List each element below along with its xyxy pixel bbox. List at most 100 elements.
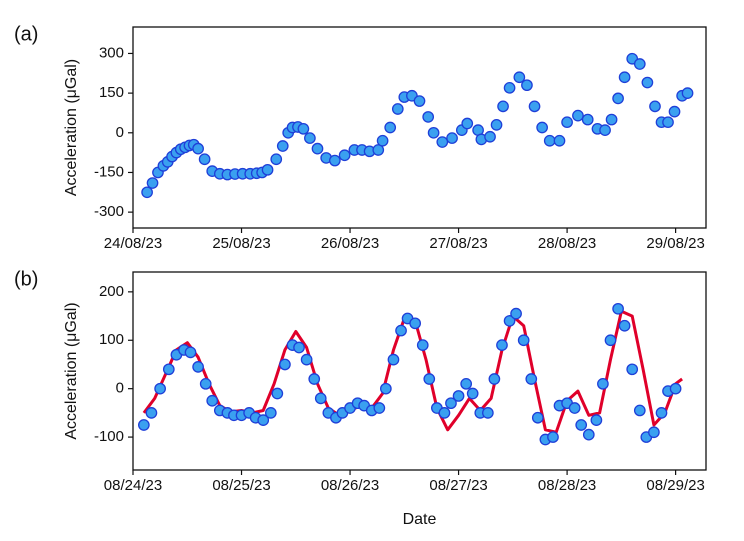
y-tick-label: 300 <box>99 44 124 61</box>
data-point <box>304 132 316 144</box>
data-point <box>568 402 581 414</box>
panel-label: (a) <box>14 23 38 45</box>
y-tick-label: 200 <box>99 283 124 300</box>
y-axis-title: Acceleration (μGal) <box>63 59 80 196</box>
data-point <box>649 100 661 113</box>
x-tick-label: 08/25/23 <box>212 477 270 494</box>
data-point <box>192 142 204 155</box>
data-point <box>497 100 509 113</box>
data-point <box>154 382 166 395</box>
data-point <box>293 341 305 354</box>
data-point <box>669 382 682 395</box>
data-point <box>270 153 283 166</box>
data-point <box>445 397 457 410</box>
data-point <box>438 407 451 419</box>
data-point <box>575 419 588 431</box>
data-point <box>655 407 668 419</box>
x-tick-label: 08/29/23 <box>646 477 704 494</box>
data-point <box>391 103 404 115</box>
data-point <box>276 140 289 152</box>
data-point <box>612 302 624 315</box>
data-point <box>641 76 654 89</box>
data-point <box>605 113 618 126</box>
data-point <box>192 361 204 373</box>
x-tick-label: 26/08/23 <box>321 235 379 252</box>
data-point <box>510 307 522 320</box>
data-point <box>503 315 516 327</box>
x-tick-label: 27/08/23 <box>429 235 487 252</box>
y-tick-label: 100 <box>99 331 124 348</box>
data-point <box>521 79 533 92</box>
data-point <box>503 81 516 94</box>
data-point <box>311 142 324 155</box>
plot-frame <box>132 271 707 471</box>
data-point <box>648 426 660 439</box>
data-point <box>528 100 541 113</box>
data-point <box>582 428 595 441</box>
data-point <box>484 130 496 143</box>
data-point <box>612 92 624 105</box>
data-point <box>387 353 400 366</box>
data-point <box>543 134 556 147</box>
data-point <box>618 319 631 332</box>
data-point <box>446 132 458 144</box>
x-tick-label: 25/08/23 <box>212 235 270 252</box>
data-point <box>146 177 159 189</box>
data-point <box>536 121 548 134</box>
data-point <box>513 71 526 84</box>
data-point <box>597 377 609 390</box>
data-point <box>561 116 573 129</box>
y-tick-label: -300 <box>94 203 124 220</box>
data-point <box>380 382 392 395</box>
data-point <box>338 149 351 162</box>
data-point <box>633 404 646 417</box>
data-point <box>416 339 429 351</box>
data-point <box>314 392 327 405</box>
data-point <box>461 117 474 130</box>
x-tick-label: 08/27/23 <box>429 477 487 494</box>
y-tick-label: -100 <box>94 428 124 445</box>
x-tick-label: 28/08/23 <box>538 235 596 252</box>
data-point <box>422 111 435 123</box>
data-point <box>329 154 341 167</box>
data-point <box>547 431 559 443</box>
x-tick-label: 29/08/23 <box>646 235 704 252</box>
data-point <box>427 126 440 139</box>
x-tick-label: 24/08/23 <box>104 235 162 252</box>
data-point <box>372 144 385 156</box>
data-point <box>525 373 538 385</box>
data-point <box>264 407 277 419</box>
data-point <box>409 317 422 330</box>
data-point <box>198 153 211 166</box>
data-point <box>376 134 389 147</box>
plot-frame <box>132 26 707 229</box>
data-point <box>261 163 274 176</box>
data-point <box>297 122 310 135</box>
data-point <box>668 105 681 118</box>
x-tick-label: 08/26/23 <box>321 477 379 494</box>
x-tick-label: 08/24/23 <box>104 477 162 494</box>
data-point <box>271 387 284 400</box>
y-tick-label: 0 <box>116 124 124 141</box>
data-point <box>581 113 594 126</box>
panel-label: (b) <box>14 268 38 290</box>
data-point <box>618 71 631 84</box>
data-point <box>452 390 465 402</box>
y-tick-label: 150 <box>99 84 124 101</box>
data-point <box>599 124 611 136</box>
data-point <box>662 116 674 129</box>
data-point <box>681 87 694 99</box>
x-tick-label: 08/28/23 <box>538 477 596 494</box>
data-point <box>300 353 313 366</box>
data-point <box>384 121 397 134</box>
data-point <box>517 334 530 347</box>
y-axis-title: Acceleration (μGal) <box>63 302 80 439</box>
data-point <box>626 363 639 376</box>
data-point <box>488 373 501 385</box>
data-point <box>145 407 158 419</box>
data-point <box>162 363 175 376</box>
data-point <box>395 324 407 337</box>
data-point <box>633 58 646 70</box>
